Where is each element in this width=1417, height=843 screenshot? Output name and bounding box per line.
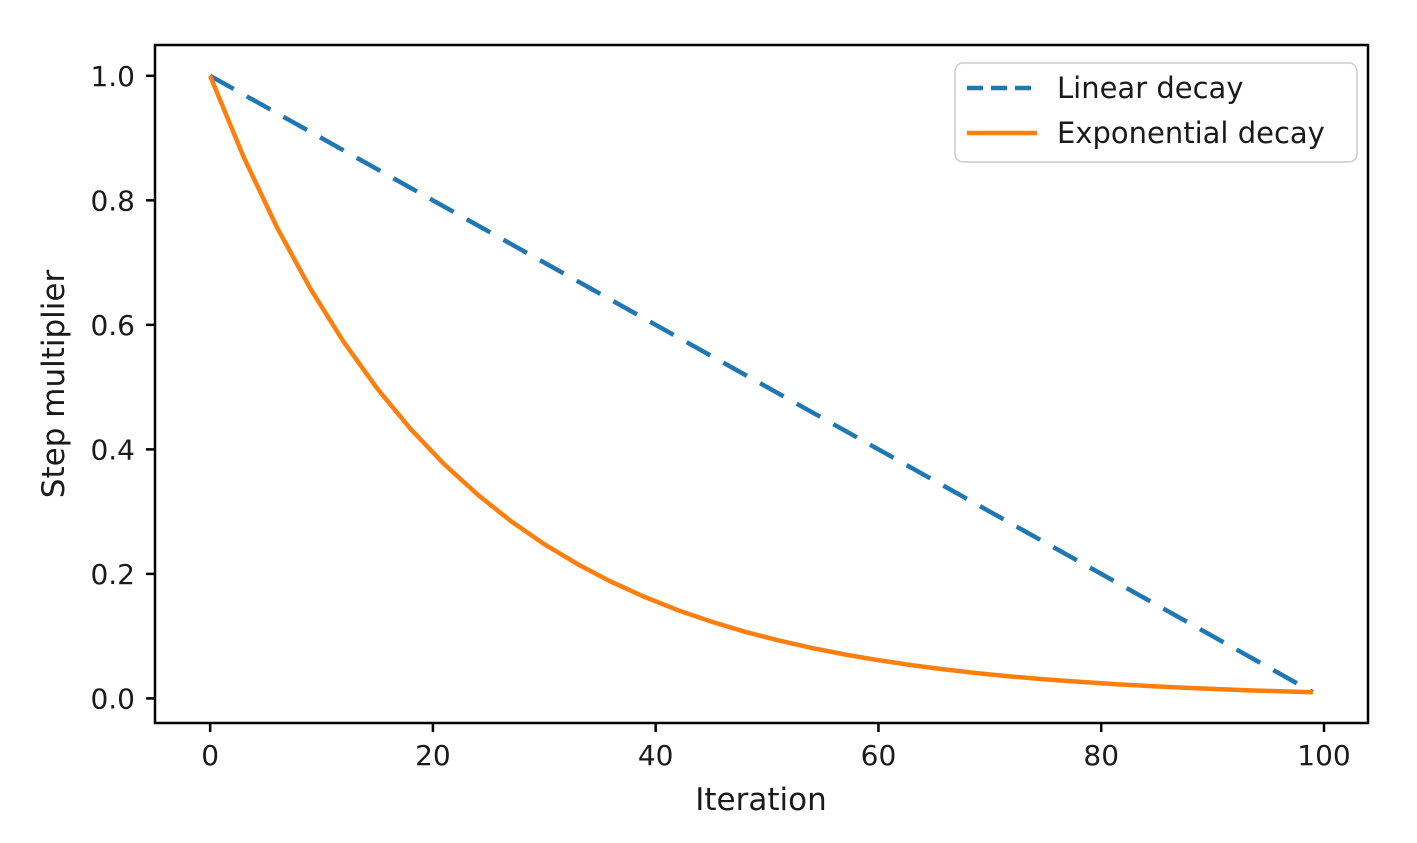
series-line-exponential-decay (208, 74, 1313, 695)
x-axis-tick-label: 80 (1083, 739, 1119, 772)
x-axis-tick-label: 100 (1297, 739, 1350, 772)
axes-frame (153, 43, 1370, 725)
x-axis-tick-label: 0 (201, 739, 219, 772)
y-axis-tick-label: 0.6 (90, 309, 135, 342)
x-axis-label: Iteration (695, 782, 827, 818)
y-axis-tick-label: 0.0 (90, 682, 135, 715)
y-axis-tick-label: 0.8 (90, 184, 135, 217)
legend: Linear decay Exponential decay (954, 62, 1358, 163)
y-axis-label: Step multiplier (36, 270, 72, 499)
y-axis-tick-label: 0.2 (90, 558, 135, 591)
y-axis-tick-label: 0.4 (90, 433, 135, 466)
y-axis-tick-label: 1.0 (90, 60, 135, 93)
legend-label: Linear decay (1057, 71, 1243, 105)
series-line-linear-decay (209, 73, 1314, 695)
x-axis-tick-label: 20 (415, 739, 451, 772)
legend-box (954, 62, 1358, 163)
legend-label: Exponential decay (1057, 116, 1325, 150)
x-axis-tick-label: 40 (638, 739, 674, 772)
x-axis-tick-label: 60 (861, 739, 897, 772)
